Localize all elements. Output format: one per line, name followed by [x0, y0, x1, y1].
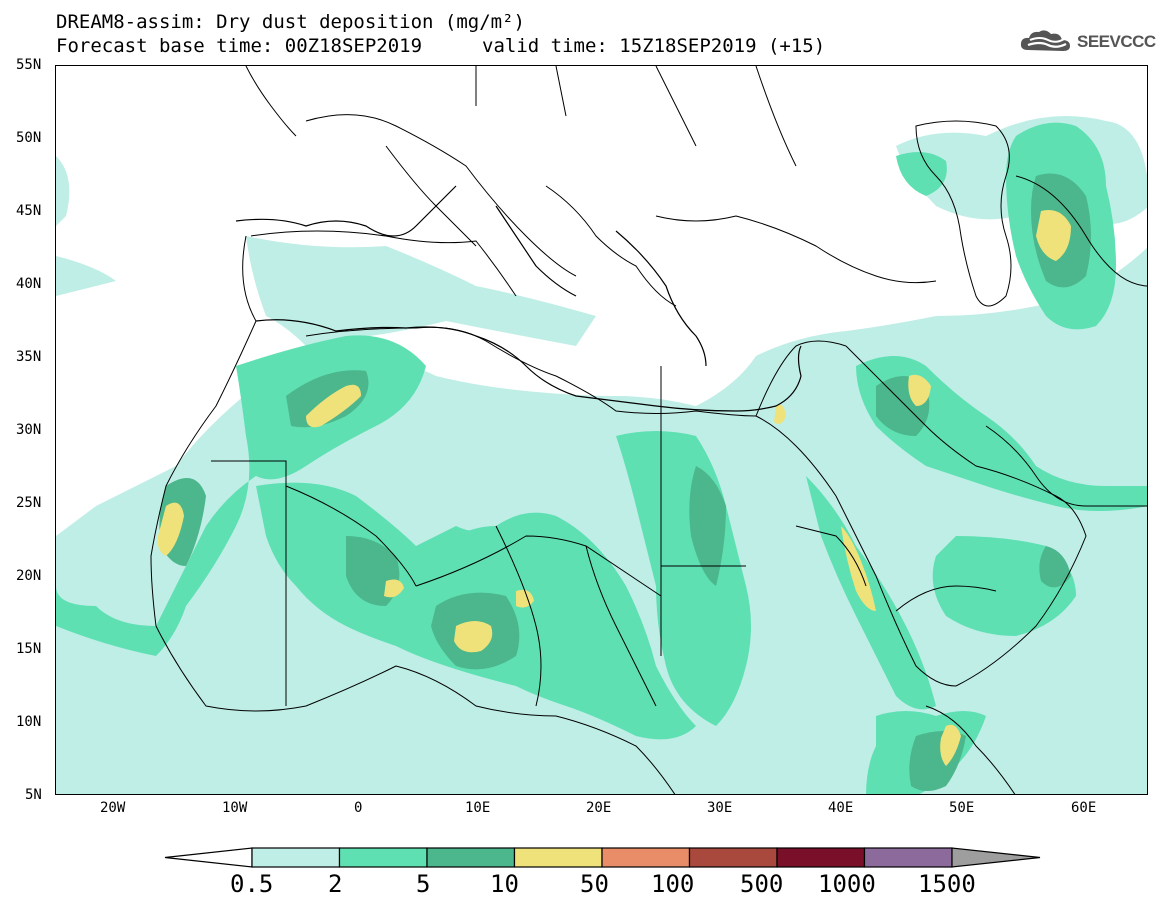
legend-swatch-7	[863, 847, 953, 868]
lon-label-0: 0	[354, 800, 363, 816]
forecast-base-time: Forecast base time: 00Z18SEP2019	[56, 35, 423, 57]
legend-tick-0: 0.5	[230, 870, 274, 898]
lat-label-30n: 30N	[16, 422, 42, 438]
lat-label-40n: 40N	[16, 276, 42, 292]
logo-text: SEEVCCC	[1077, 32, 1156, 51]
lon-label-10w: 10W	[222, 800, 248, 816]
legend-tick-4: 50	[580, 870, 609, 898]
lat-label-45n: 45N	[16, 203, 42, 219]
lat-label-25n: 25N	[16, 495, 42, 511]
legend-swatch-6	[776, 847, 866, 868]
legend-swatch-5	[688, 847, 778, 868]
legend-swatch-4	[601, 847, 691, 868]
lat-label-20n: 20N	[16, 568, 42, 584]
legend-swatch-under	[164, 847, 253, 868]
lat-label-10n: 10N	[16, 714, 42, 730]
lon-label-30e: 30E	[707, 800, 733, 816]
legend-swatch-1	[338, 847, 428, 868]
legend-swatch-0	[251, 847, 341, 868]
map-title: DREAM8-assim: Dry dust deposition (mg/m²…	[56, 11, 525, 33]
lat-label-15n: 15N	[16, 641, 42, 657]
seevccc-logo: SEEVCCC	[1018, 28, 1156, 56]
lon-label-40e: 40E	[828, 800, 854, 816]
legend-tick-3: 10	[490, 870, 519, 898]
legend-swatch-3	[513, 847, 603, 868]
legend-tick-2: 5	[416, 870, 431, 898]
lon-label-20w: 20W	[100, 800, 126, 816]
lat-label-55n: 55N	[16, 57, 42, 73]
legend-tick-5: 100	[651, 870, 695, 898]
legend-tick-7: 1000	[818, 870, 876, 898]
legend-tick-6: 500	[740, 870, 784, 898]
lon-label-10e: 10E	[465, 800, 491, 816]
lon-label-50e: 50E	[949, 800, 975, 816]
legend-tick-1: 2	[328, 870, 343, 898]
cloud-logo-icon	[1020, 30, 1070, 51]
dust-deposition-map	[56, 66, 1147, 794]
lon-label-60e: 60E	[1071, 800, 1097, 816]
lat-label-50n: 50N	[16, 130, 42, 146]
lat-label-5n: 5N	[25, 787, 42, 803]
coastlines	[235, 185, 802, 412]
lon-label-20e: 20E	[586, 800, 612, 816]
legend-swatch-over	[951, 847, 1041, 868]
valid-time: valid time: 15Z18SEP2019 (+15)	[482, 35, 826, 57]
map-area	[55, 65, 1148, 795]
lat-label-35n: 35N	[16, 349, 42, 365]
legend-swatch-2	[426, 847, 516, 868]
legend-tick-8: 1500	[918, 870, 976, 898]
